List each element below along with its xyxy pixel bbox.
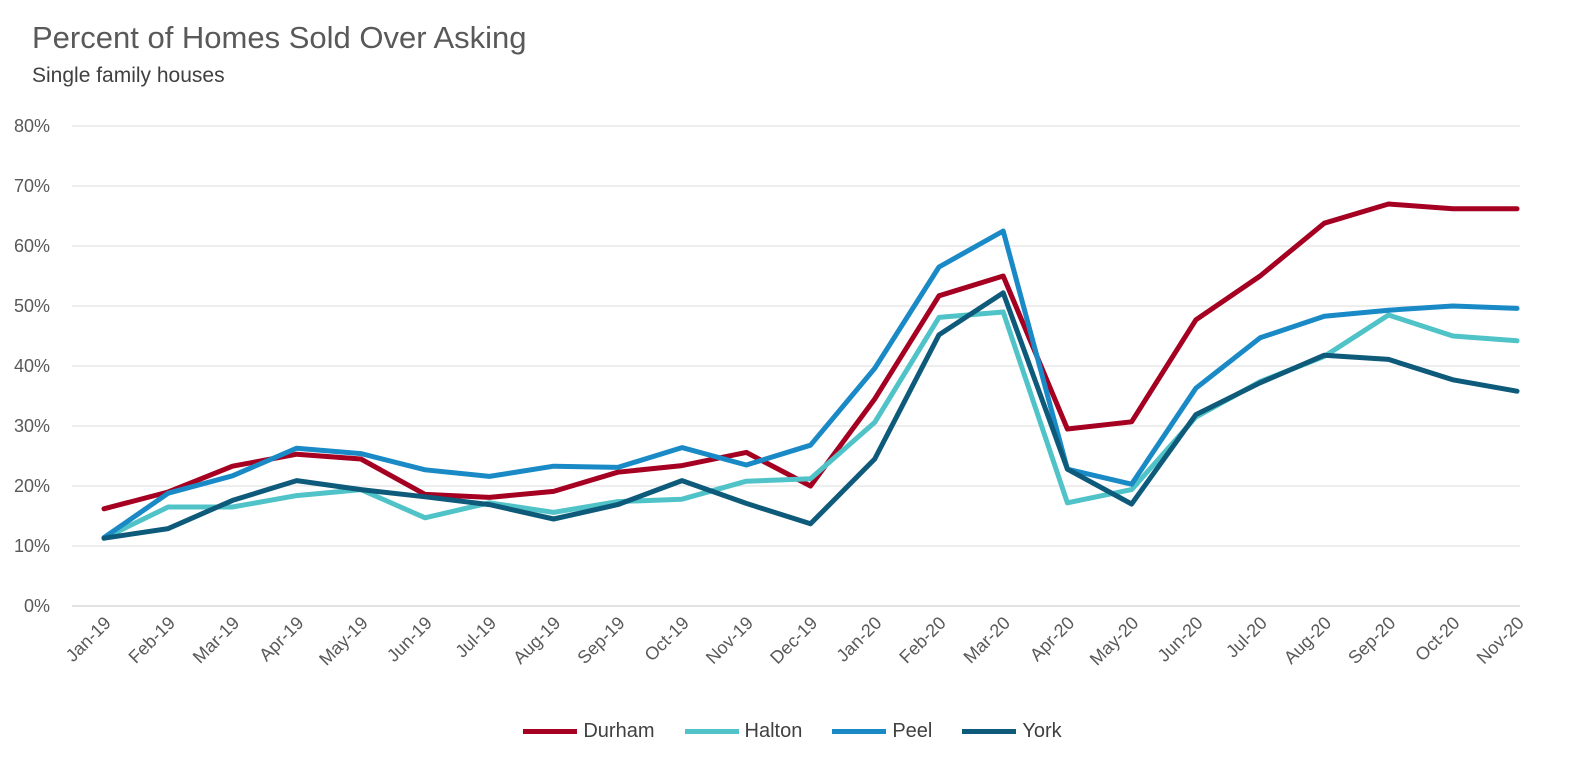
legend-label: Halton: [744, 720, 803, 742]
x-tick-label: Dec-19: [766, 613, 821, 668]
x-tick-label: Jul-20: [1222, 613, 1271, 662]
y-tick-label: 80%: [14, 116, 50, 136]
chart-subtitle: Single family houses: [32, 64, 225, 87]
x-tick-label: May-20: [1086, 613, 1143, 670]
y-tick-label: 10%: [14, 536, 50, 556]
legend-label: Peel: [892, 720, 933, 742]
x-tick-label: Apr-19: [255, 613, 307, 665]
legend-label: Durham: [583, 720, 655, 742]
x-tick-label: Apr-20: [1026, 613, 1078, 665]
x-tick-label: Jul-19: [451, 613, 500, 662]
y-tick-label: 20%: [14, 476, 50, 496]
x-tick-label: Nov-19: [702, 613, 757, 668]
x-tick-label: Oct-20: [1411, 613, 1463, 665]
x-axis-ticks: Jan-19 Feb-19 Mar-19 Apr-19 May-19 Jun-19 Jul-…: [62, 613, 1528, 670]
x-tick-label: Aug-20: [1280, 613, 1335, 668]
x-tick-label: Mar-20: [960, 613, 1014, 667]
series-line-halton: [101, 309, 1520, 541]
legend-swatch: [684, 729, 739, 734]
x-tick-label: Jan-19: [62, 613, 115, 666]
y-tick-label: 30%: [14, 416, 50, 436]
x-tick-label: Nov-20: [1473, 613, 1528, 668]
x-tick-label: May-19: [315, 613, 372, 670]
x-tick-label: Sep-19: [573, 613, 628, 668]
x-tick-label: Oct-19: [641, 613, 693, 665]
legend-item-york: York: [962, 720, 1062, 743]
legend-item-durham: Durham: [523, 720, 655, 743]
x-tick-label: Aug-19: [509, 613, 564, 668]
x-tick-label: Feb-19: [125, 613, 179, 667]
legend-swatch: [523, 729, 578, 734]
legend-item-halton: Halton: [684, 720, 803, 743]
series-line-york: [101, 290, 1520, 541]
series-lines: [101, 201, 1520, 541]
y-tick-label: 70%: [14, 176, 50, 196]
x-tick-label: Sep-20: [1344, 613, 1399, 668]
y-tick-label: 60%: [14, 236, 50, 256]
x-tick-label: Feb-20: [895, 613, 949, 667]
x-tick-label: Mar-19: [189, 613, 243, 667]
y-tick-label: 0%: [24, 596, 50, 616]
legend-swatch: [962, 729, 1017, 734]
x-tick-label: Jun-19: [383, 613, 436, 666]
y-tick-label: 40%: [14, 356, 50, 376]
legend: Durham Halton Peel York: [0, 720, 1585, 743]
y-axis-ticks: 0% 10% 20% 30% 40% 50% 60% 70% 80%: [14, 116, 50, 616]
legend-item-peel: Peel: [832, 720, 932, 743]
series-line-peel: [101, 228, 1520, 541]
y-tick-label: 50%: [14, 296, 50, 316]
series-line-durham: [101, 201, 1520, 512]
x-tick-label: Jun-20: [1154, 613, 1207, 666]
x-tick-label: Jan-20: [832, 613, 885, 666]
legend-label: York: [1022, 720, 1062, 742]
legend-swatch: [832, 729, 887, 734]
chart-title: Percent of Homes Sold Over Asking: [32, 20, 527, 55]
gridlines: [72, 125, 1520, 607]
